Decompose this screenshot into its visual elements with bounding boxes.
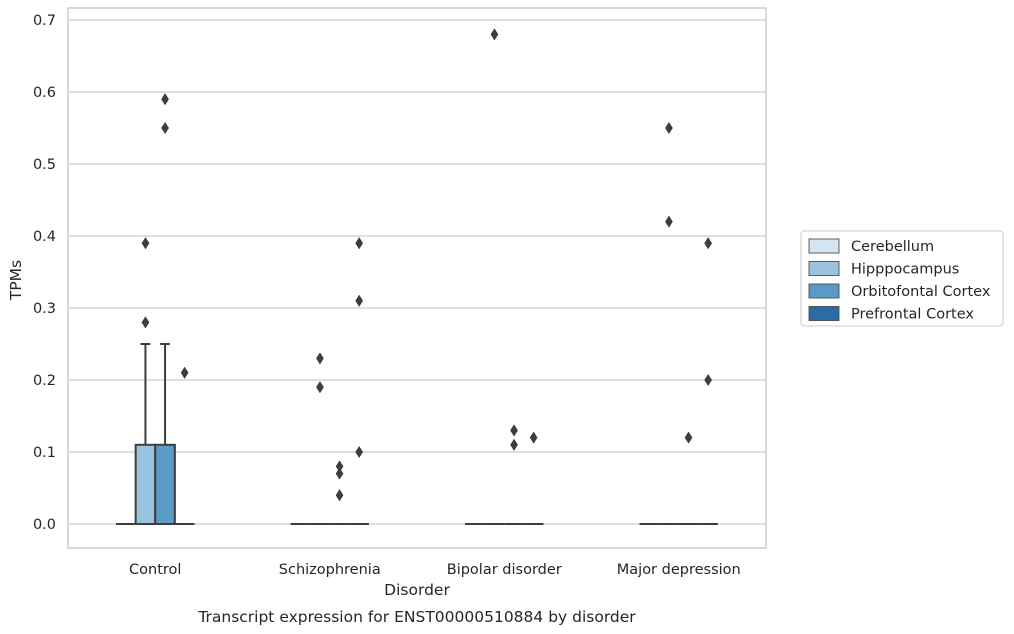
x-tick-label: Control xyxy=(129,562,181,578)
outlier-point xyxy=(665,215,673,228)
legend-swatch xyxy=(808,261,840,276)
y-tick-label: 0.6 xyxy=(33,85,56,101)
outlier-point xyxy=(510,424,518,437)
box-orbitofontal-cortex xyxy=(154,343,176,525)
outlier-point xyxy=(316,352,324,365)
x-axis-ticks: Control Schizophrenia Bipolar disorder Majo… xyxy=(129,562,741,578)
legend-label: Orbitofontal Cortex xyxy=(851,284,991,300)
outlier-point xyxy=(335,467,344,480)
y-tick-label: 0.2 xyxy=(33,373,56,389)
outlier-point xyxy=(141,316,150,329)
legend-label: Cerebellum xyxy=(851,239,934,255)
outlier-point xyxy=(161,121,169,135)
grid-lines xyxy=(68,19,766,525)
plot-area-frame xyxy=(67,7,767,549)
x-tick-label: Schizophrenia xyxy=(279,562,381,578)
outlier-point xyxy=(704,237,713,250)
y-tick-label: 0.7 xyxy=(33,13,56,29)
x-tick-label: Major depression xyxy=(617,562,741,578)
outlier-point xyxy=(161,93,169,106)
outlier-point xyxy=(316,381,324,394)
outlier-point xyxy=(665,121,673,135)
box-body xyxy=(134,443,157,525)
legend-swatch xyxy=(808,283,840,299)
legend-label: Prefrontal Cortex xyxy=(851,307,974,323)
legend-label: Hipppocampus xyxy=(851,262,959,278)
y-tick-label: 0.3 xyxy=(33,301,56,317)
y-tick-label: 0.5 xyxy=(33,157,56,173)
y-axis-ticks: 0.0 0.1 0.2 0.3 0.4 0.5 0.6 0.7 xyxy=(33,13,56,533)
outlier-point xyxy=(355,445,364,459)
x-axis-label: Disorder xyxy=(384,581,450,599)
box-groups xyxy=(116,343,718,525)
chart-caption: Transcript expression for ENST0000051088… xyxy=(197,608,636,626)
y-tick-label: 0.0 xyxy=(33,517,56,533)
outlier-point xyxy=(335,489,344,502)
outlier-point xyxy=(510,438,518,451)
legend: Cerebellum Hipppocampus Orbitofontal Corte… xyxy=(800,230,1004,327)
box-body xyxy=(154,443,176,525)
outlier-point xyxy=(684,431,693,444)
outlier-point xyxy=(355,294,364,307)
outlier-point xyxy=(180,366,189,379)
outlier-point xyxy=(355,237,364,250)
legend-frame xyxy=(800,230,1004,327)
y-axis-label: TPMs xyxy=(7,260,25,301)
y-tick-label: 0.1 xyxy=(33,445,56,461)
x-tick-label: Bipolar disorder xyxy=(447,562,562,578)
outlier-point xyxy=(141,237,150,250)
outlier-point xyxy=(529,431,538,444)
outlier-points xyxy=(141,28,713,502)
y-tick-label: 0.4 xyxy=(33,229,56,245)
outlier-point xyxy=(704,373,713,387)
outlier-point xyxy=(490,28,499,41)
legend-swatch xyxy=(808,238,840,254)
box-hipppocampus xyxy=(134,343,157,525)
legend-swatch xyxy=(808,306,840,321)
